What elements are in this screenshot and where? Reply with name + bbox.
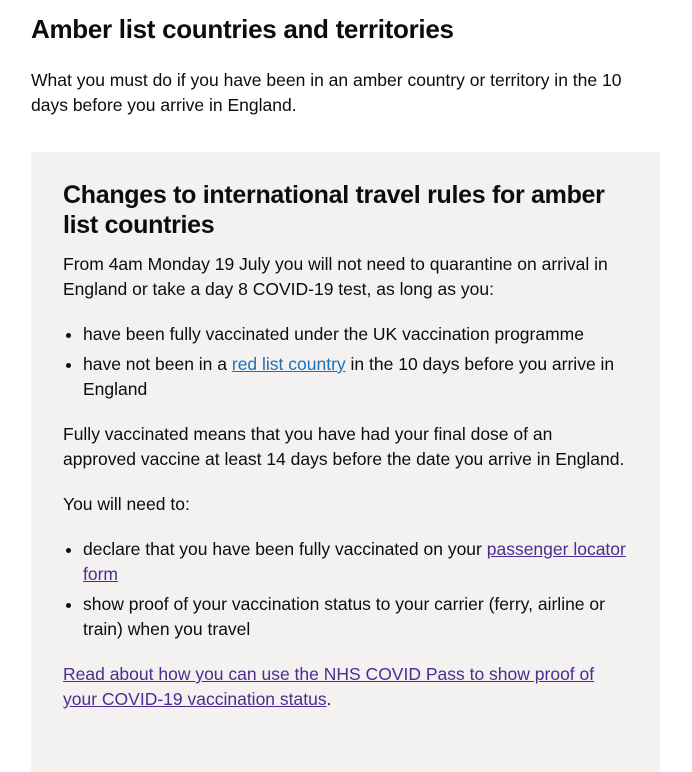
list-item: declare that you have been fully vaccina… [83, 537, 628, 587]
text: declare that you have been fully vaccina… [83, 539, 487, 559]
panel-heading: Changes to international travel rules fo… [63, 181, 605, 239]
fully-vaccinated-text: Fully vaccinated means that you have had… [63, 424, 625, 469]
text: in the 10 days before you arrive in Engl… [83, 354, 615, 399]
lead-paragraph: What you must do if you have been in an … [31, 70, 622, 115]
list-item: have not been in a red list country in t… [83, 352, 628, 402]
text: have not been in a [83, 354, 232, 374]
red-list-country-link[interactable]: red list country [231, 354, 346, 374]
intro-text: From 4am Monday 19 July you will not nee… [63, 254, 608, 299]
requirements-list: declare that you have been fully vaccina… [63, 537, 628, 642]
page-title: Amber list countries and territories [31, 14, 454, 44]
conditions-list: have been fully vaccinated under the UK … [63, 322, 628, 402]
nhs-paragraph: Read about how you can use the NHS COVID… [63, 662, 628, 712]
need-text: You will need to: [63, 494, 190, 514]
changes-panel: Changes to international travel rules fo… [31, 152, 660, 772]
text: . [326, 689, 332, 709]
nhs-covid-pass-link[interactable]: Read about how you can use the NHS COVID… [63, 664, 595, 709]
passenger-locator-form-link[interactable]: passenger locator form [83, 539, 626, 584]
list-item: have been fully vaccinated under the UK … [83, 322, 628, 347]
list-item: show proof of your vaccination status to… [83, 592, 628, 642]
